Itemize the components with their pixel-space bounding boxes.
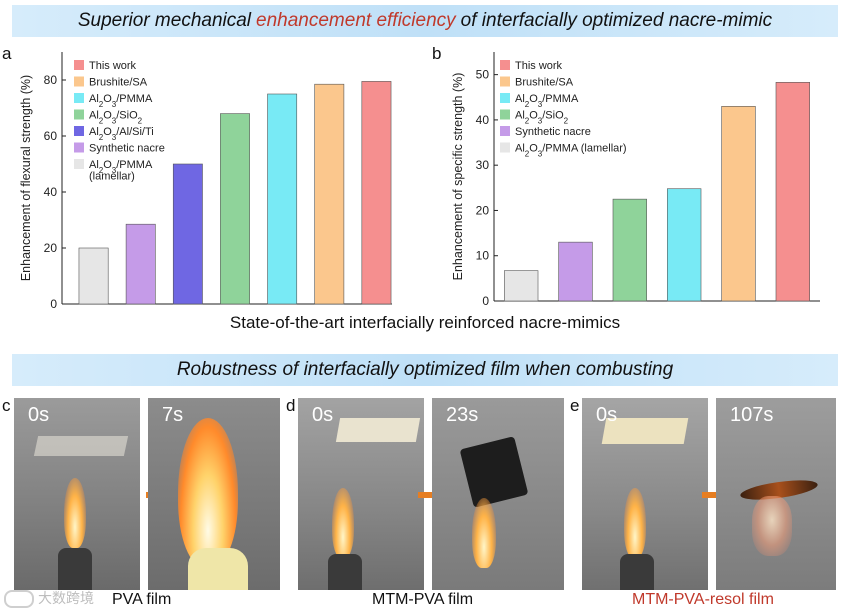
chart-a: 0 20 40 60 80 Enhancement of flexural strengt… — [19, 52, 392, 311]
bar-3 — [172, 163, 203, 305]
y-axis-title: Enhancement of specific strength (%) — [451, 73, 465, 281]
film-sample — [33, 436, 129, 456]
flame — [472, 498, 496, 568]
legend-swatch — [74, 159, 84, 169]
flame — [332, 488, 354, 558]
caption-c: PVA film — [112, 591, 172, 608]
bar-1 — [504, 270, 539, 302]
time-label-c-0: 0s — [28, 404, 50, 426]
legend-swatch — [74, 76, 84, 87]
burner-wick — [620, 554, 654, 590]
bar-5 — [267, 93, 298, 305]
watermark-logo: 大数跨境 — [4, 588, 94, 609]
charred-film — [459, 436, 529, 508]
legend-swatch — [74, 93, 84, 103]
y-axis-title: Enhancement of flexural strength (%) — [19, 75, 33, 281]
bar-2 — [558, 241, 593, 302]
legend-label: This work — [515, 60, 563, 72]
watermark-text: 大数跨境 — [38, 590, 94, 606]
legend-swatch — [74, 142, 84, 153]
legend-swatch — [500, 142, 510, 153]
legend-label: Al2O3/SiO2 — [515, 110, 569, 126]
photo-d-after: 23s — [432, 398, 564, 590]
photo-e-before: 0s — [582, 398, 708, 590]
bottom-banner: Robustness of interfacially optimized fi… — [12, 354, 838, 386]
bar-1 — [78, 247, 109, 305]
caption-d: MTM-PVA film — [372, 591, 474, 608]
bar-7 — [361, 81, 392, 305]
legend-swatch — [74, 60, 84, 70]
flame — [752, 496, 792, 556]
y-tick-label: 30 — [476, 158, 490, 172]
panel-letter-d: d — [286, 396, 296, 415]
top-banner-pre: Superior mechanical — [77, 10, 252, 31]
legend-label: Al2O3/PMMA (lamellar) — [515, 143, 627, 159]
panel-letter-e: e — [570, 396, 580, 415]
top-banner-post: of interfacially optimized nacre-mimic — [460, 10, 773, 31]
y-tick-label: 0 — [50, 297, 57, 311]
bar-3 — [612, 198, 647, 302]
chart-b: 0 10 20 30 40 50 Enhancement of specific stren… — [451, 52, 820, 308]
legend-label: Synthetic nacre — [515, 126, 591, 138]
bar-6 — [314, 83, 345, 305]
legend-label: Synthetic nacre — [89, 143, 165, 155]
flame — [624, 488, 646, 558]
y-tick-label: 50 — [476, 68, 490, 82]
legend-swatch — [74, 109, 84, 120]
burner-wick — [328, 554, 362, 590]
legend-label: Al2O3/PMMA — [89, 159, 153, 175]
legend-swatch — [500, 126, 510, 136]
panel-letter-c: c — [2, 396, 11, 415]
panel-letter-b: b — [432, 44, 442, 63]
top-banner-highlight: enhancement efficiency — [256, 10, 456, 31]
legend-label: Al2O3/Al/Si/Ti — [89, 126, 154, 142]
legend-label: Al2O3/PMMA — [89, 93, 153, 109]
legend-swatch — [500, 60, 510, 70]
shared-x-axis-title: State-of-the-art interfacially reinforce… — [229, 313, 621, 332]
time-label-e-1: 107s — [730, 404, 774, 426]
time-label-e-0: 0s — [596, 404, 618, 426]
flame — [178, 418, 238, 568]
y-tick-label: 20 — [476, 203, 490, 217]
burner-wick — [188, 548, 248, 590]
caption-e: MTM-PVA-resol film — [632, 591, 774, 608]
legend-swatch — [500, 109, 510, 120]
panel-letter-a: a — [2, 44, 12, 63]
y-tick-label: 60 — [44, 129, 58, 143]
burner-wick — [58, 548, 92, 590]
legend-swatch — [500, 76, 510, 87]
legend-label: This work — [89, 60, 137, 72]
legend-label: Brushite/SA — [515, 77, 574, 89]
flame — [64, 478, 86, 548]
photo-e-after: 107s — [716, 398, 836, 590]
bar-4 — [667, 188, 702, 302]
y-tick-label: 20 — [44, 241, 58, 255]
y-tick-label: 0 — [482, 294, 489, 308]
y-tick-label: 40 — [476, 113, 490, 127]
photo-d-before: 0s — [298, 398, 424, 590]
photo-c-before: 0s — [14, 398, 140, 590]
time-label-c-1: 7s — [162, 404, 184, 426]
y-tick-label: 40 — [44, 185, 58, 199]
photo-c-after: 7s — [148, 398, 280, 590]
film-sample — [335, 418, 421, 442]
y-tick-label: 80 — [44, 73, 58, 87]
legend-label-cont: (lamellar) — [89, 171, 135, 183]
legend-label: Al2O3/PMMA — [515, 93, 579, 109]
bar-2 — [125, 223, 156, 305]
y-tick-label: 10 — [476, 249, 490, 263]
legend-label: Al2O3/SiO2 — [89, 110, 143, 126]
time-label-d-0: 0s — [312, 404, 334, 426]
bar-6 — [775, 82, 810, 302]
top-banner: Superior mechanical enhancement efficien… — [12, 5, 838, 37]
time-label-d-1: 23s — [446, 404, 479, 426]
bar-4 — [220, 113, 250, 305]
legend-swatch — [74, 126, 84, 136]
legend-swatch — [500, 93, 510, 103]
legend-label: Brushite/SA — [89, 77, 148, 89]
bar-5 — [721, 106, 756, 302]
